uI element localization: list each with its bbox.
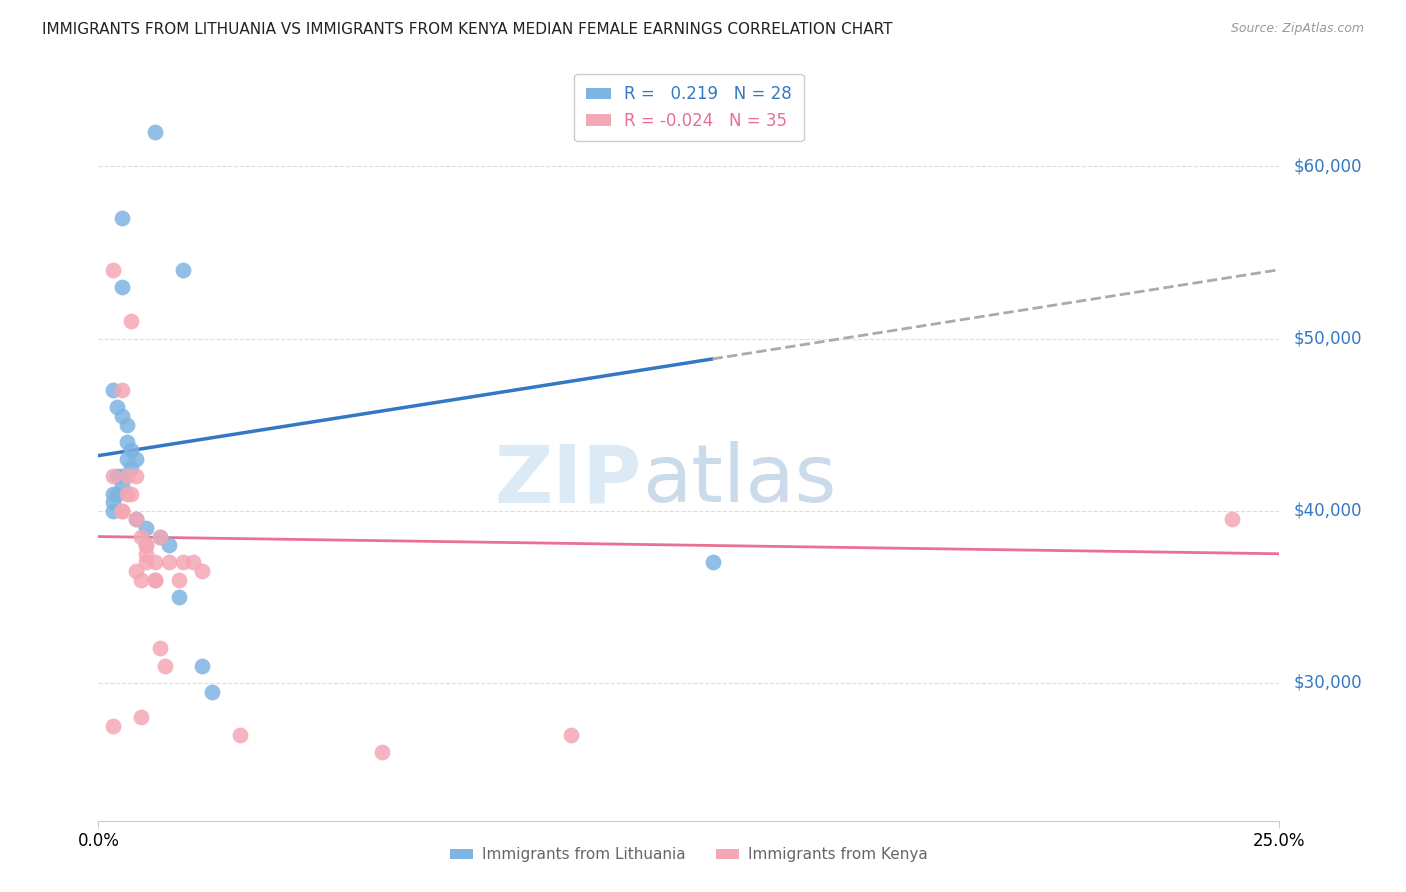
Point [111, 211, 134, 225]
Point [135, 538, 157, 552]
Text: $30,000: $30,000 [1294, 673, 1362, 692]
Point [101, 383, 124, 397]
Point [157, 555, 180, 569]
Point [125, 469, 148, 483]
Point [115, 469, 138, 483]
Point [125, 452, 148, 467]
Point [149, 530, 172, 544]
Point [101, 469, 124, 483]
Point [115, 486, 138, 500]
Point [143, 125, 166, 139]
Point [101, 262, 124, 277]
Point [101, 495, 124, 509]
Text: IMMIGRANTS FROM LITHUANIA VS IMMIGRANTS FROM KENYA MEDIAN FEMALE EARNINGS CORREL: IMMIGRANTS FROM LITHUANIA VS IMMIGRANTS … [42, 22, 893, 37]
Point [121, 314, 143, 328]
Point [125, 512, 148, 526]
Point [135, 547, 157, 561]
Point [371, 745, 394, 759]
Point [181, 555, 204, 569]
Point [172, 555, 194, 569]
Point [201, 684, 224, 698]
Point [105, 486, 128, 500]
Point [129, 573, 152, 587]
Point [111, 280, 134, 294]
Point [105, 401, 128, 415]
Legend: Immigrants from Lithuania, Immigrants from Kenya: Immigrants from Lithuania, Immigrants fr… [444, 841, 934, 869]
Point [101, 486, 124, 500]
Point [167, 573, 190, 587]
Point [560, 727, 582, 741]
Point [702, 555, 724, 569]
Point [135, 521, 157, 535]
Point [149, 530, 172, 544]
Point [191, 658, 214, 673]
Point [191, 564, 214, 578]
Text: atlas: atlas [641, 441, 837, 519]
Text: Source: ZipAtlas.com: Source: ZipAtlas.com [1230, 22, 1364, 36]
Point [111, 504, 134, 518]
Point [111, 469, 134, 483]
Point [115, 452, 138, 467]
Point [115, 434, 138, 449]
Text: $50,000: $50,000 [1294, 329, 1362, 348]
Point [153, 658, 176, 673]
Point [105, 469, 128, 483]
Point [143, 573, 166, 587]
Point [125, 564, 148, 578]
Point [149, 641, 172, 656]
Point [111, 504, 134, 518]
Point [143, 555, 166, 569]
Point [172, 262, 194, 277]
Point [229, 727, 252, 741]
Point [101, 504, 124, 518]
Point [143, 573, 166, 587]
Point [111, 478, 134, 492]
Point [157, 538, 180, 552]
Point [1220, 512, 1243, 526]
Text: ZIP: ZIP [495, 441, 641, 519]
Text: $40,000: $40,000 [1294, 501, 1362, 520]
Point [135, 555, 157, 569]
Point [129, 710, 152, 724]
Point [135, 538, 157, 552]
Point [125, 512, 148, 526]
Point [129, 530, 152, 544]
Text: $60,000: $60,000 [1294, 157, 1362, 176]
Point [101, 719, 124, 733]
Point [111, 409, 134, 423]
Point [121, 443, 143, 458]
Point [111, 383, 134, 397]
Point [121, 460, 143, 475]
Point [121, 486, 143, 500]
Point [167, 590, 190, 604]
Point [115, 417, 138, 432]
